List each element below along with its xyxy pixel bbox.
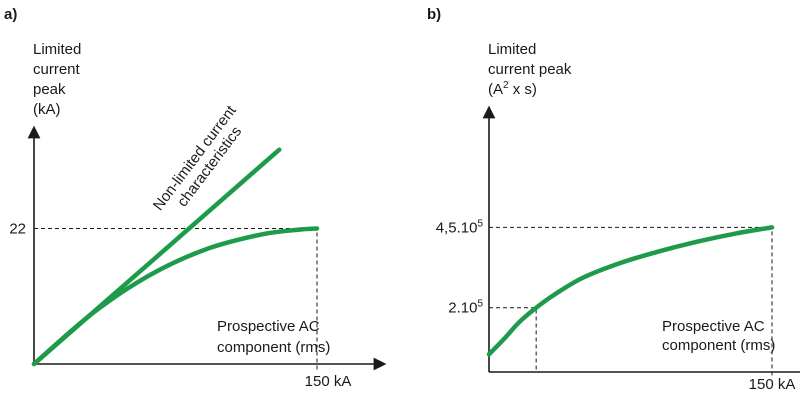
panel-b-y-tick-low-sup: 5 — [477, 299, 483, 310]
panel-b-series-limited-curve — [486, 225, 775, 357]
panel-b-xlabel-line-1: Prospective AC — [662, 318, 765, 335]
panel-a-ylabel-line-3: peak — [33, 81, 66, 98]
panel-a-annotation: Non-limited current characteristics — [150, 99, 256, 224]
panel-a-x-tick-label: 150 kA — [305, 373, 352, 390]
panel-b-ylabel-line-1: Limited — [488, 41, 536, 58]
panel-b-y-tick-low-base: 2.10 — [448, 300, 477, 317]
panel-b-y-tick-high-sup: 5 — [477, 218, 483, 229]
panel-a: a) Limited current peak (kA) 22 Non-limi… — [4, 6, 387, 390]
panel-b-ylabel-unit-post: x s) — [509, 81, 537, 98]
panel-b: b) Limited current peak (A2 x s) 4,5.105… — [427, 6, 800, 393]
panel-b-label: b) — [427, 6, 441, 23]
panel-b-x-tick-label: 150 kA — [749, 376, 796, 393]
panel-b-y-tick-label-high: 4,5.105 — [436, 218, 484, 236]
panel-a-y-tick-label: 22 — [9, 221, 26, 238]
panel-b-y-tick-label-low: 2.105 — [448, 299, 483, 317]
panel-b-reference-dashed-low — [489, 307, 537, 372]
panel-b-ylabel-line-2: current peak — [488, 61, 572, 78]
panel-a-ylabel-line-2: current — [33, 61, 81, 78]
panel-a-label: a) — [4, 6, 17, 23]
panel-a-ylabel-line-4: (kA) — [33, 101, 61, 118]
panel-a-xlabel-line-1: Prospective AC — [217, 318, 320, 335]
panel-b-ylabel-unit-pre: (A — [488, 81, 503, 98]
panel-b-reference-dashed-high — [489, 226, 773, 378]
panel-b-ylabel-unit-sup: 2 — [503, 80, 509, 91]
panel-b-xlabel-line-2: component (rms) — [662, 337, 775, 354]
panel-a-ylabel-line-1: Limited — [33, 41, 81, 58]
panel-a-series-limited-curve — [31, 226, 320, 367]
panel-a-xlabel-line-2: component (rms) — [217, 339, 330, 356]
panel-b-y-tick-high-base: 4,5.10 — [436, 219, 478, 236]
panel-b-ylabel-unit: (A2 x s) — [488, 80, 537, 98]
